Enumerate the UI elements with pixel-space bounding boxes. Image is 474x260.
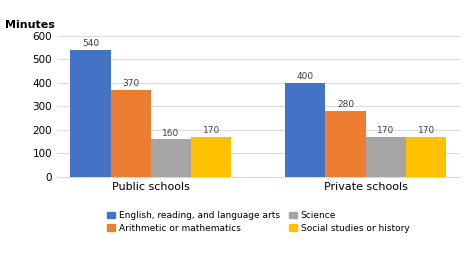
Bar (151, 139, 191, 177)
Text: 170: 170 (377, 126, 394, 135)
Text: 280: 280 (337, 100, 354, 109)
Text: 400: 400 (297, 72, 314, 81)
Bar (110, 90, 151, 177)
Bar (285, 83, 326, 177)
Text: 170: 170 (418, 126, 435, 135)
Bar (70, 50, 110, 177)
Bar (191, 137, 231, 177)
Text: Minutes: Minutes (5, 20, 55, 30)
Text: 370: 370 (122, 79, 139, 88)
Bar (366, 137, 406, 177)
Text: 160: 160 (163, 129, 180, 138)
Text: 170: 170 (203, 126, 220, 135)
Legend: English, reading, and language arts, Arithmetic or mathematics, Science, Social : English, reading, and language arts, Ari… (104, 207, 413, 236)
Bar (326, 111, 366, 177)
Bar (406, 137, 447, 177)
Text: 540: 540 (82, 39, 99, 48)
